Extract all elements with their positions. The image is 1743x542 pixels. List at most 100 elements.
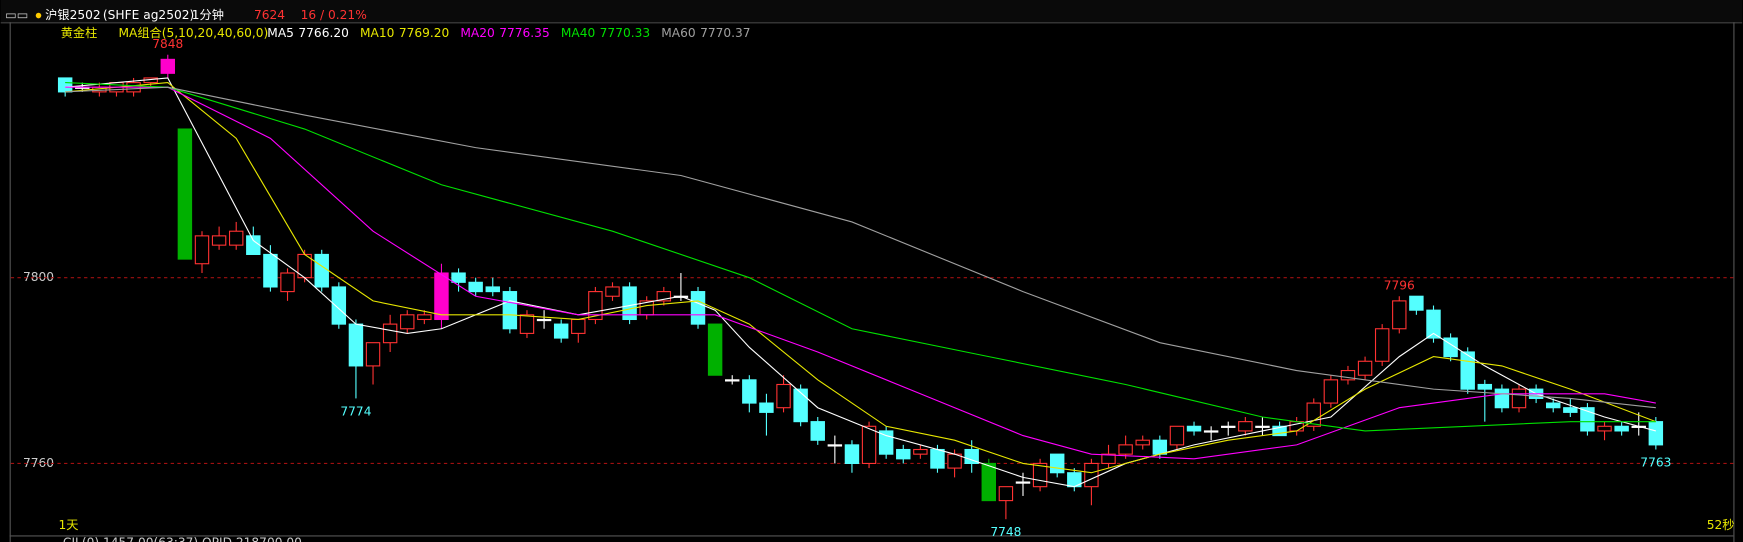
candle-body — [1546, 402, 1561, 409]
candle-body — [656, 291, 672, 302]
candle-body — [502, 291, 518, 330]
candle-body — [1563, 407, 1578, 413]
candle-body — [1580, 407, 1595, 432]
legend-name: MA20 — [460, 26, 494, 40]
candle-body — [964, 448, 979, 465]
candle-body — [228, 230, 244, 246]
candle-body — [553, 323, 569, 339]
candle-body — [211, 235, 227, 246]
period-label: 1天 — [59, 518, 79, 532]
candle-body — [246, 235, 261, 255]
candle-body — [878, 430, 894, 455]
candle-body — [861, 425, 877, 465]
candle-body — [331, 286, 347, 325]
menu-icon[interactable]: ▭▭ — [5, 8, 28, 22]
ma-line — [65, 82, 1656, 432]
candle-body — [1340, 369, 1356, 381]
candle-body — [1392, 300, 1407, 330]
candle-body — [1221, 425, 1236, 428]
candle-body — [1118, 444, 1133, 455]
candle-body — [1169, 425, 1185, 446]
candle-body — [844, 444, 860, 465]
price: 7624 — [254, 8, 285, 22]
candle-body — [1015, 481, 1031, 484]
legend-name: MA60 — [661, 26, 695, 40]
ma-line — [65, 86, 1656, 460]
candle-body — [930, 448, 945, 469]
candle-body — [57, 77, 73, 93]
period[interactable]: 1分钟 — [192, 7, 224, 22]
candle-body — [1186, 425, 1202, 432]
countdown: 52秒 — [1707, 518, 1735, 532]
candle-body — [519, 314, 535, 334]
candle-body — [707, 323, 723, 376]
candle-body — [690, 291, 706, 325]
candle-body — [913, 448, 928, 455]
candle-body — [1255, 425, 1270, 428]
legend-name: MA10 — [360, 26, 394, 40]
extreme-label: 7796 — [1384, 279, 1415, 293]
candle-body — [1306, 402, 1321, 427]
candle-body — [1049, 453, 1065, 474]
candle-body — [417, 314, 432, 321]
candle-body — [400, 314, 415, 330]
candle-body — [1135, 439, 1150, 446]
candle-body — [365, 342, 381, 367]
candle-body — [571, 318, 586, 334]
ma-line — [65, 86, 1656, 409]
candle-body — [160, 58, 176, 74]
candle-body — [263, 253, 278, 288]
candle-body — [194, 235, 210, 265]
indicator[interactable]: 黄金柱 — [61, 25, 98, 40]
extreme-label: 7748 — [990, 525, 1021, 539]
ma-line — [65, 77, 1656, 488]
legend-name: MA40 — [561, 26, 595, 40]
candle-body — [605, 286, 620, 297]
candle-body — [1511, 388, 1527, 409]
symbol[interactable]: 沪银2502 — [45, 8, 100, 22]
candle-body — [280, 272, 295, 293]
ma-line — [65, 82, 1657, 474]
code: (SHFE ag2502) — [103, 8, 194, 22]
candle-body — [742, 379, 757, 404]
candle-body — [896, 448, 911, 460]
candle-body — [485, 286, 500, 293]
legend-value: 7776.35 — [499, 26, 549, 40]
ma-group[interactable]: MA组合(5,10,20,40,60,0) — [118, 25, 268, 40]
top-bar — [0, 0, 1743, 23]
legend-value: 7766.20 — [298, 26, 348, 40]
status-dot — [35, 12, 42, 19]
candle-body — [434, 272, 449, 321]
footer: CJL(0) 1457.00(63:37) OPID 218700.00 — [63, 536, 302, 542]
candle-body — [1203, 430, 1219, 433]
candle-body — [759, 402, 774, 413]
candle-body — [1477, 383, 1493, 390]
candle-body — [1357, 360, 1373, 376]
candle-body — [725, 379, 740, 382]
candle-body — [1152, 439, 1168, 455]
legend-name: MA5 — [267, 26, 294, 40]
candle-body — [1084, 462, 1099, 488]
legend-value: 7769.20 — [399, 26, 449, 40]
candle-body — [622, 286, 637, 321]
candle-body — [382, 323, 398, 344]
candle-body — [1238, 421, 1253, 432]
candle-body — [1426, 309, 1441, 339]
candle-body — [468, 281, 483, 293]
candle-body — [177, 128, 193, 260]
candle-body — [314, 253, 329, 288]
candle-body — [348, 323, 364, 367]
candle-body — [810, 421, 825, 441]
candle-body — [1323, 379, 1339, 404]
candle-body — [1272, 425, 1287, 437]
candle-body — [536, 318, 552, 322]
candle-body — [1101, 453, 1116, 465]
extreme-label: 7848 — [152, 37, 183, 51]
candle-body — [776, 383, 791, 409]
candle-body — [1374, 328, 1390, 362]
extreme-label: 7774 — [340, 404, 371, 418]
candle-body — [1597, 425, 1612, 432]
legend-value: 7770.33 — [600, 26, 650, 40]
